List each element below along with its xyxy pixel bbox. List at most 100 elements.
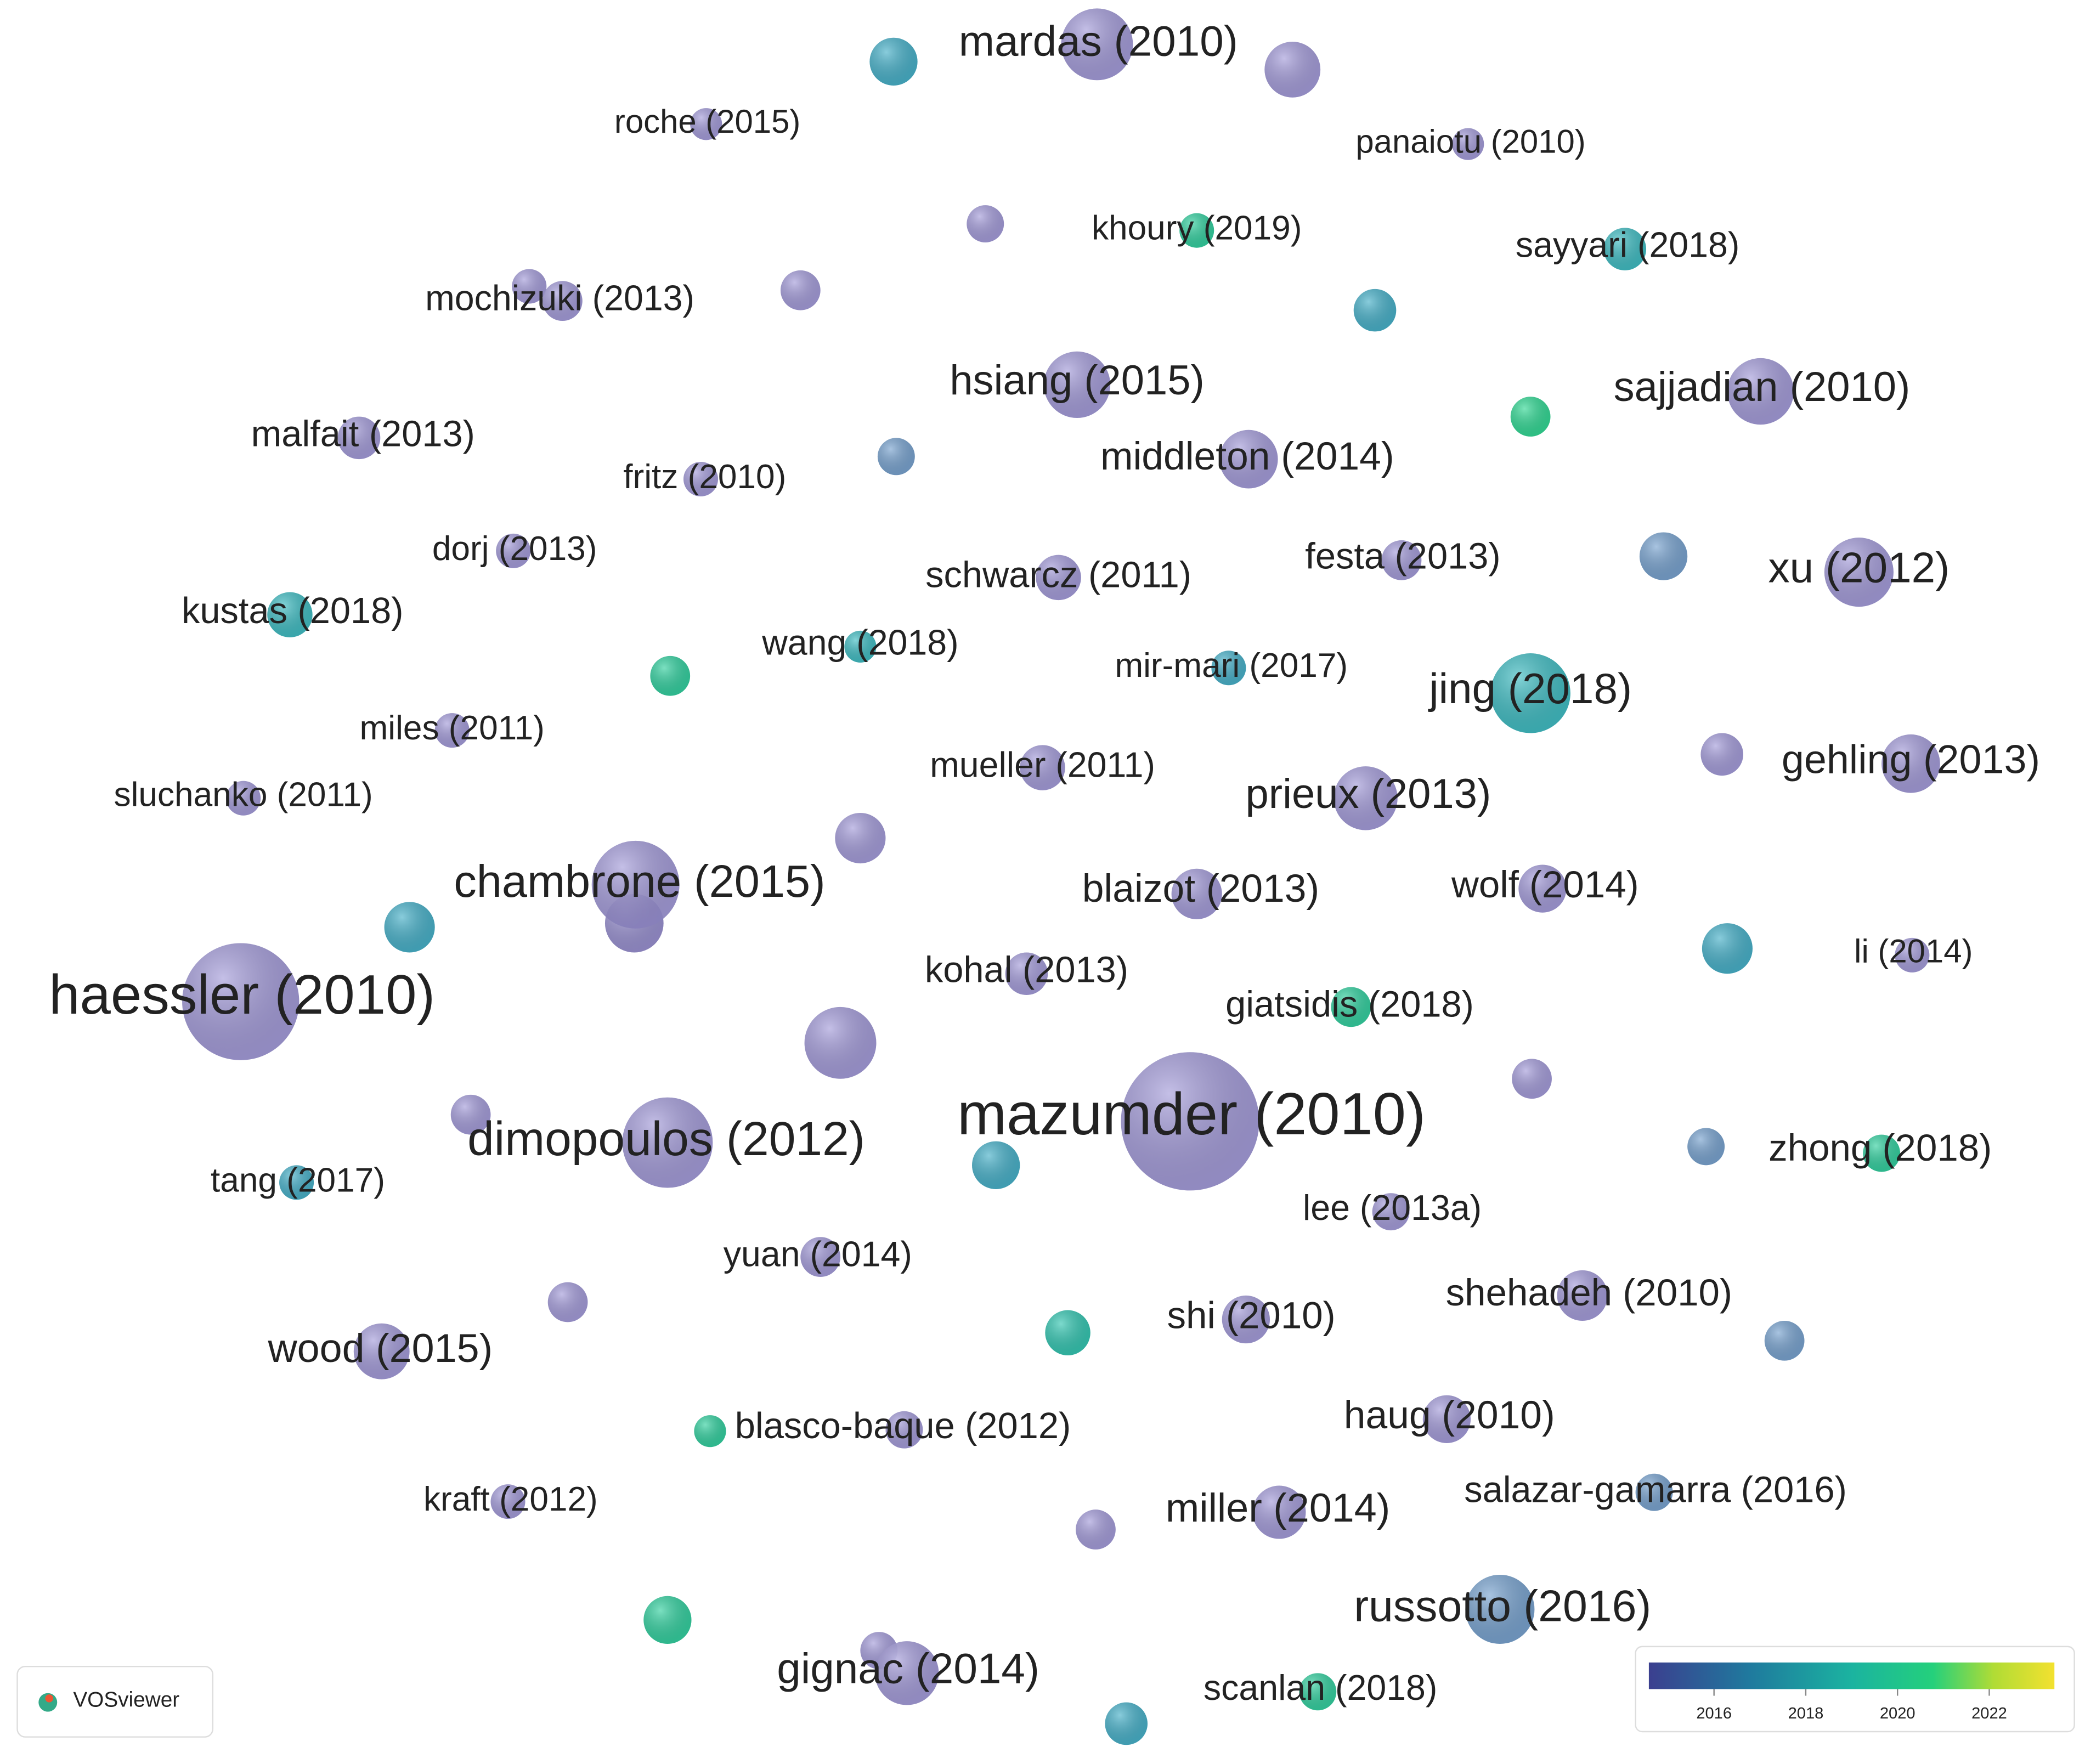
node-shade [353,1323,410,1379]
node-label: chambrone (2015) [454,856,825,907]
node-shade [780,270,821,310]
node-shade [1603,228,1647,270]
node-label: haessler (2010) [49,964,435,1026]
legend-tick-label: 2018 [1788,1705,1824,1722]
node-shade [1222,1295,1270,1344]
node-shade [1764,1320,1805,1361]
node-shade [490,1484,526,1519]
node-label: sayyari (2018) [1516,225,1739,265]
node-shade [1702,923,1753,974]
node-shade [1211,651,1246,686]
node-label: khoury (2019) [1092,210,1302,247]
node-label: mochizuki (2013) [425,279,694,318]
logo-text: VOSviewer [73,1688,179,1711]
node-label: wood (2015) [267,1325,493,1371]
node-label: mir-mari (2017) [1115,647,1348,685]
node-shade [1727,358,1794,425]
node-label: dorj (2013) [432,530,597,568]
node-shade [1700,733,1744,776]
node-shade [1863,1134,1901,1172]
node-shade [1372,1193,1410,1231]
node-label: shehadeh (2010) [1446,1271,1732,1314]
node-shade [512,269,547,304]
logo-icon-dot [45,1694,53,1703]
node-shade [804,1007,877,1079]
node-shade [591,840,680,929]
node-shade [1299,1673,1337,1711]
node-label: sluchanko (2011) [114,776,373,813]
node-label: hsiang (2015) [950,357,1205,404]
node-shade [875,1641,939,1705]
node-shade [1020,745,1065,790]
node-shade [1639,532,1688,580]
node-label: festa (2013) [1305,536,1500,577]
node-shade [1687,1128,1725,1166]
node-label: shi (2010) [1167,1293,1335,1336]
node-shade [1036,555,1081,601]
node-label: schwarcz (2011) [925,555,1191,596]
node-shade [1353,289,1397,332]
node-shade [1264,41,1321,98]
node-label: haug (2010) [1344,1393,1555,1437]
node-shade [496,533,531,568]
node-shade [1219,429,1278,489]
node-shade [800,1237,841,1277]
node-shade [643,1596,692,1644]
legend-tick-label: 2016 [1696,1705,1732,1722]
legend-tick-label: 2022 [1971,1705,2007,1722]
node-label: middleton (2014) [1100,434,1394,478]
node-label: wolf (2014) [1451,863,1639,906]
node-label: kraft (2012) [423,1480,598,1518]
node-shade [835,812,886,864]
node-shade [1881,734,1940,793]
node-shade [1452,128,1484,160]
node-shade [279,1165,314,1200]
node-shade [1635,1473,1673,1511]
node-label: panaiotu (2010) [1355,123,1585,160]
node-label: russotto (2016) [1354,1581,1651,1631]
node-label: wang (2018) [761,623,958,663]
color-legend: 2016 2018 2020 2022 [1635,1646,2075,1733]
node-label: yuan (2014) [724,1235,912,1274]
node-shade [650,655,691,696]
nodes [182,8,1940,1745]
node-shade [1331,987,1371,1027]
node-shade [1005,952,1048,996]
node-label: fritz (2010) [623,458,786,496]
node-shade [1076,1509,1116,1550]
node-shade [543,281,583,321]
node-shade [1179,213,1214,248]
node-label: roche (2015) [614,103,800,140]
color-bar [1648,1662,2055,1689]
node-shade [1252,1485,1306,1539]
node-label: xu (2012) [1768,543,1950,591]
node-label: lee (2013a) [1303,1188,1482,1228]
node-shade [1061,8,1133,81]
node-label: dimopoulos (2012) [467,1112,865,1166]
node-label: jing (2018) [1428,664,1632,713]
node-shade [869,37,918,86]
node-label: mardas (2010) [959,17,1238,65]
node-shade [1334,766,1398,830]
node-shade [1824,538,1894,607]
node-label: kohal (2013) [925,949,1128,990]
node-shade [690,108,722,140]
node-shade [972,1141,1020,1189]
node-shade [450,1094,491,1135]
node-shade [967,205,1004,243]
node-shade [434,713,470,748]
node-shade [1105,1702,1148,1745]
node-shade [182,943,300,1060]
node-shade [1381,540,1422,580]
node-shade [1557,1270,1608,1321]
node-label: salazar-gamarra (2016) [1464,1469,1847,1510]
legend-tick-label: 2020 [1880,1705,1916,1722]
node-label: sajjadian (2010) [1614,364,1911,410]
node-shade [844,630,877,663]
node-label: malfait (2013) [251,414,475,455]
logo-box [16,1666,214,1738]
node-label: gehling (2013) [1782,736,2040,782]
node-label: prieux (2013) [1246,771,1491,817]
